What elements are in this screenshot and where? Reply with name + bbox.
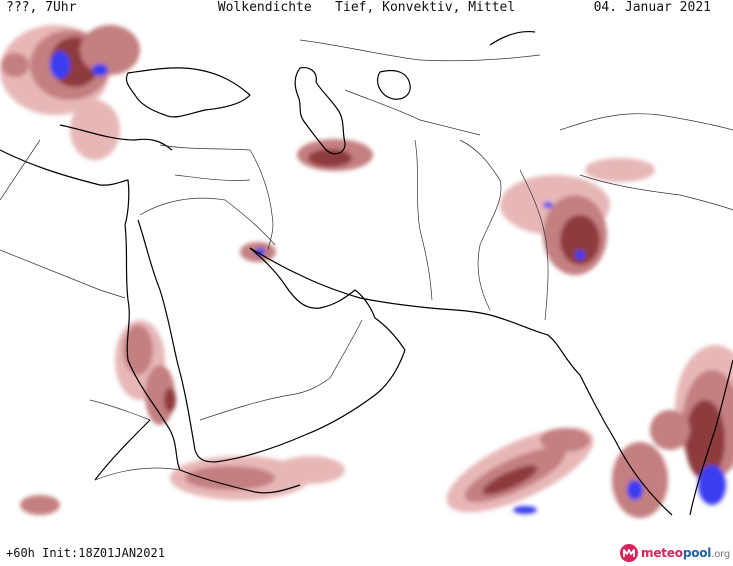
border-egypt-libya xyxy=(0,139,41,201)
forecast-date: 04. Januar 2021 xyxy=(593,0,711,15)
meteopool-wordmark: meteopool.org xyxy=(641,546,730,560)
cloud-patch-balkans xyxy=(0,25,140,160)
border-ethiopia xyxy=(89,399,151,421)
border-layer xyxy=(0,39,733,481)
border-india-pak xyxy=(519,169,549,321)
cloud-patch-caspian xyxy=(297,139,373,171)
brand-part-pool: pool xyxy=(682,546,712,560)
aral-sea xyxy=(377,69,411,100)
caspian-sea-coast xyxy=(294,67,346,155)
border-saudi-north xyxy=(139,197,276,246)
border-iran-afghan xyxy=(414,139,433,301)
border-turkmen xyxy=(344,89,481,136)
brand-part-org: .org xyxy=(711,549,730,560)
black-sea-coast xyxy=(125,67,251,118)
border-iraq-iran xyxy=(249,149,274,251)
border-saudi-yemen xyxy=(199,377,331,421)
cloud-patch-gulf xyxy=(240,242,276,262)
lake-balkhash xyxy=(489,30,536,46)
anatolia-south-coast xyxy=(59,124,173,151)
iran-coast xyxy=(249,247,491,316)
levant-coast xyxy=(0,149,130,226)
brand-part-meteo: meteo xyxy=(641,546,683,560)
aden-south-coast xyxy=(94,419,151,481)
border-egypt-sudan xyxy=(0,249,126,299)
valid-time-label: ???, 7Uhr xyxy=(6,0,77,15)
cloud-patch-aden xyxy=(20,456,345,515)
arabia-south-coast xyxy=(214,349,406,463)
cloud-patch-pakistan xyxy=(500,158,655,275)
map-background xyxy=(0,18,733,525)
border-china xyxy=(559,113,733,131)
cloud-density-map xyxy=(0,18,733,525)
cloud-patch-red-sea xyxy=(115,320,176,425)
border-afghan-pak xyxy=(459,139,502,311)
border-syria-iraq xyxy=(174,174,251,181)
red-sea-east-coast xyxy=(137,219,216,463)
map-title: Wolkendichte Tief, Konvektiv, Mittel xyxy=(217,0,516,15)
border-horn-inner xyxy=(94,467,181,481)
red-sea-west-coast xyxy=(124,224,181,471)
horn-coast xyxy=(179,469,301,494)
border-turkey xyxy=(159,144,251,151)
border-oman xyxy=(329,319,363,379)
forecast-init-label: +60h Init:18Z01JAN2021 xyxy=(6,546,165,560)
border-kazakh xyxy=(299,39,541,62)
meteopool-logo-icon xyxy=(620,544,639,562)
india-west-coast xyxy=(489,314,673,516)
meteopool-brand[interactable]: meteopool.org xyxy=(619,542,730,564)
border-india-nepal xyxy=(579,174,733,211)
coastline-layer xyxy=(0,30,733,516)
cloud-patch-arabian-sea xyxy=(446,427,594,514)
india-east-coast xyxy=(689,359,733,516)
cloud-layer xyxy=(0,25,733,518)
gulf-coast xyxy=(249,247,406,351)
